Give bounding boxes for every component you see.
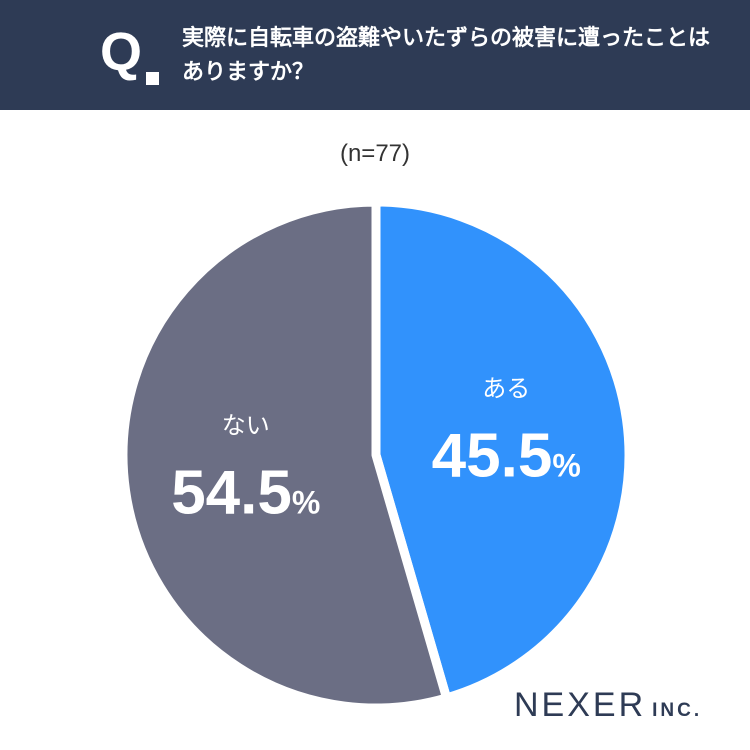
slice-label-aru: ある	[482, 374, 530, 402]
slice-value-nai: 54.5%	[171, 459, 320, 528]
company-logo: NEXER INC.	[514, 686, 702, 725]
pie-slice-nai	[118, 197, 452, 713]
slice-label-nai: ない	[222, 412, 270, 440]
logo-main-text: NEXER	[514, 686, 647, 724]
slice-value-aru: 45.5%	[432, 421, 581, 490]
question-header: Q 実際に自転車の盗難やいたずらの被害に遭ったことはありますか？	[0, 0, 750, 110]
sample-size: (n=77)	[339, 140, 411, 167]
question-text: 実際に自転車の盗難やいたずらの被害に遭ったことはありますか？	[182, 26, 711, 85]
pie-slice-aru	[371, 197, 634, 703]
q-mark: Q	[100, 22, 143, 82]
logo-sub-text: INC.	[652, 700, 703, 721]
q-dot-icon	[146, 72, 159, 85]
